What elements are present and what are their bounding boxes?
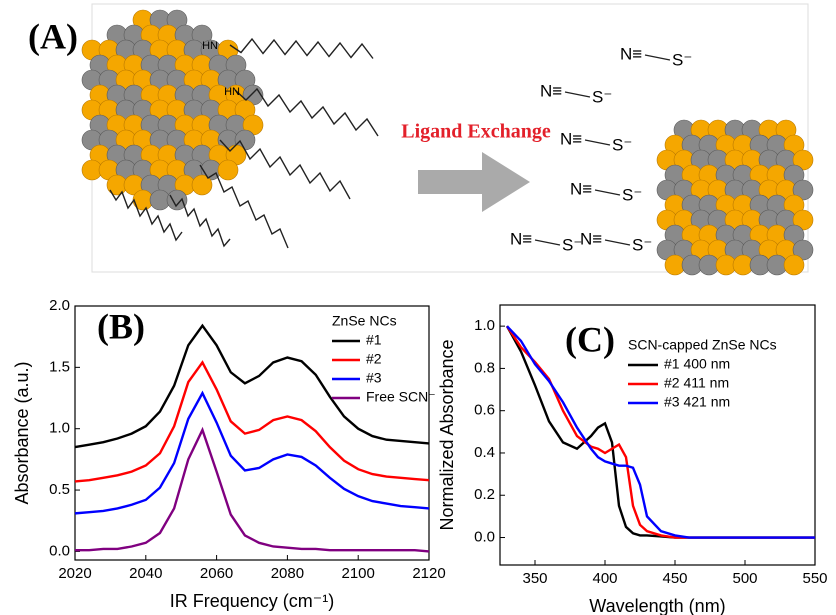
x-tick-label: 350	[522, 570, 547, 587]
x-tick-label: 2120	[412, 565, 445, 582]
scn-s: S⁻	[612, 135, 632, 154]
y-tick-label: 0.6	[474, 402, 495, 419]
legend-label: #1	[366, 332, 382, 348]
x-tick-label: 550	[802, 570, 827, 587]
panel-label: (C)	[565, 319, 615, 359]
arrow-label: Ligand Exchange	[401, 121, 551, 143]
y-tick-label: 0.0	[474, 528, 495, 545]
y-tick-label: 1.5	[49, 358, 70, 375]
x-tick-label: 400	[592, 570, 617, 587]
y-axis-label: Normalized Absorbance	[437, 339, 457, 530]
scn-n: N≡	[580, 229, 602, 248]
legend-label: #1 400 nm	[664, 356, 730, 372]
y-tick-label: 1.0	[474, 317, 495, 334]
panel-label: (A)	[28, 16, 78, 56]
panel-label: (B)	[97, 306, 145, 346]
series-line	[507, 326, 815, 537]
scn-s: S⁻	[592, 87, 612, 106]
series-line	[75, 430, 429, 551]
x-tick-label: 2040	[129, 565, 162, 582]
atom	[784, 255, 804, 275]
legend-title: ZnSe NCs	[332, 313, 397, 329]
legend-label: Free SCN⁻	[366, 389, 436, 405]
series-line	[507, 326, 815, 537]
scn-s: S⁻	[622, 185, 642, 204]
y-tick-label: 1.0	[49, 420, 70, 437]
legend-label: #2 411 nm	[664, 375, 729, 391]
scn-s: S⁻	[632, 235, 652, 254]
scn-n: N≡	[560, 129, 582, 148]
x-tick-label: 2060	[200, 565, 233, 582]
atom	[218, 160, 238, 180]
series-line	[75, 393, 429, 513]
y-tick-label: 0.4	[474, 444, 495, 461]
series-line	[507, 326, 815, 537]
amine-label: HN	[202, 40, 218, 52]
amine-label: HN	[224, 86, 240, 98]
x-tick-label: 450	[662, 570, 687, 587]
scn-n: N≡	[510, 229, 532, 248]
legend-title: SCN-capped ZnSe NCs	[628, 337, 777, 353]
x-tick-label: 2100	[342, 565, 375, 582]
legend-label: #2	[366, 351, 382, 367]
x-tick-label: 2080	[271, 565, 304, 582]
panel-a: (A) Ligand Exchange HNHNN≡S⁻N≡S⁻N≡S⁻N≡S⁻…	[28, 4, 813, 275]
y-tick-label: 0.5	[49, 481, 70, 498]
scn-n: N≡	[620, 44, 642, 63]
y-tick-label: 0.0	[49, 542, 70, 559]
scn-n: N≡	[540, 81, 562, 100]
x-tick-label: 500	[732, 570, 757, 587]
x-axis-label: Wavelength (nm)	[589, 596, 725, 615]
y-tick-label: 2.0	[49, 297, 70, 314]
y-tick-label: 0.8	[474, 359, 495, 376]
figure: (A) Ligand Exchange HNHNN≡S⁻N≡S⁻N≡S⁻N≡S⁻…	[0, 0, 836, 615]
y-axis-label: Absorbance (a.u.)	[12, 361, 32, 504]
legend-label: #3 421 nm	[664, 394, 730, 410]
scn-n: N≡	[570, 179, 592, 198]
x-tick-label: 2020	[58, 565, 91, 582]
x-axis-label: IR Frequency (cm⁻¹)	[170, 591, 335, 611]
legend-label: #3	[366, 370, 382, 386]
atom	[167, 190, 187, 210]
scn-s: S⁻	[672, 50, 692, 69]
scn-s: S⁻	[562, 235, 582, 254]
y-tick-label: 0.2	[474, 486, 495, 503]
